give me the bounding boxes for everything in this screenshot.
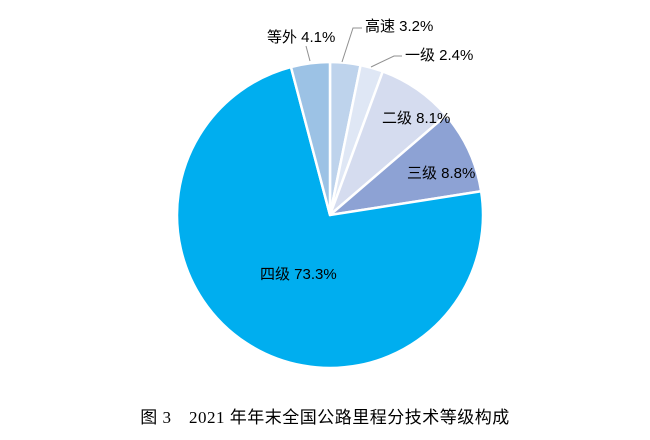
figure-caption: 图 3 2021 年年末全国公路里程分技术等级构成: [140, 408, 510, 427]
slice-labels-group: 高速 3.2% 一级 2.4% 二级 8.1% 三级 8.8% 四级 73.3% 等外 4…: [260, 18, 475, 283]
pie-slices-group: [175, 60, 485, 370]
slice-label-class-2: 二级 8.1%: [382, 110, 450, 127]
slice-label-class-1: 一级 2.4%: [405, 47, 473, 64]
pie-slice-class-3: [328, 114, 483, 217]
slice-label-class-4: 四级 73.3%: [260, 266, 337, 283]
slice-label-class-3: 三级 8.8%: [407, 165, 475, 182]
leader-line-class-1: [370, 55, 402, 68]
leader-lines-group: [305, 27, 402, 68]
pie-slice-class-4: [175, 65, 485, 370]
pie-slice-substandard: [289, 60, 332, 217]
leader-line-substandard: [305, 45, 311, 62]
slice-label-substandard: 等外 4.1%: [267, 28, 335, 46]
leader-line-expressway: [341, 27, 362, 63]
slice-label-expressway: 高速 3.2%: [365, 18, 433, 35]
